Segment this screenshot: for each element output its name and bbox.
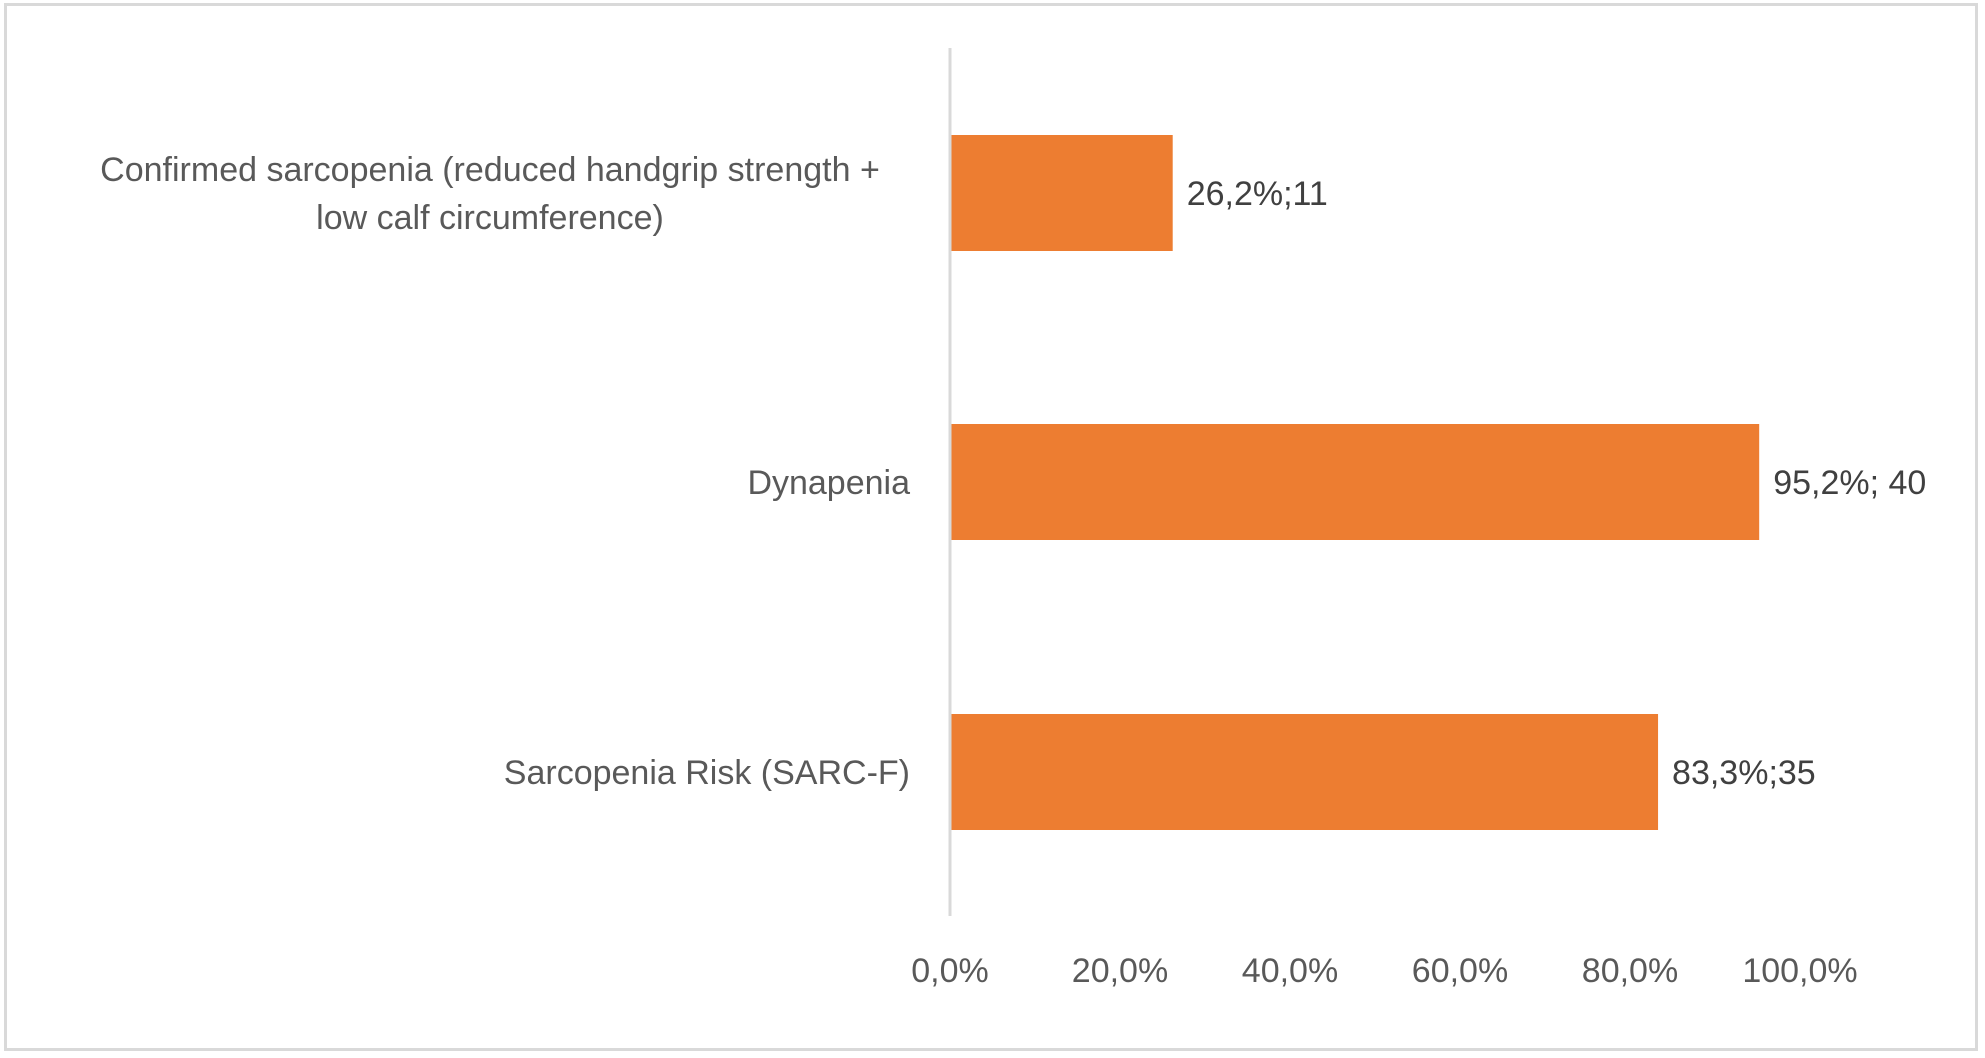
bars-layer	[951, 135, 1760, 830]
bar-0	[951, 135, 1173, 251]
x-tick-label-5: 100,0%	[1742, 952, 1857, 990]
category-label-2: Sarcopenia Risk (SARC-F)	[504, 754, 910, 792]
category-label-0-line-1: low calf circumference)	[316, 199, 664, 237]
category-label-0: Confirmed sarcopenia (reduced handgrip s…	[100, 151, 880, 237]
data-labels: 26,2%;11 95,2%; 40 83,3%;35	[1187, 175, 1927, 792]
data-label-0: 26,2%;11	[1187, 175, 1328, 213]
data-label-2: 83,3%;35	[1672, 754, 1816, 792]
data-label-1: 95,2%; 40	[1773, 464, 1926, 502]
category-label-0-line-0: Confirmed sarcopenia (reduced handgrip s…	[100, 151, 880, 189]
x-tick-label-1: 20,0%	[1072, 952, 1168, 990]
category-labels: Confirmed sarcopenia (reduced handgrip s…	[100, 151, 910, 792]
x-axis-tick-labels: 0,0% 20,0% 40,0% 60,0% 80,0% 100,0%	[911, 952, 1857, 990]
x-tick-label-3: 60,0%	[1412, 952, 1508, 990]
category-label-1-line-0: Dynapenia	[747, 464, 910, 502]
category-label-1: Dynapenia	[747, 464, 910, 502]
category-label-2-line-0: Sarcopenia Risk (SARC-F)	[504, 754, 910, 792]
x-tick-label-4: 80,0%	[1582, 952, 1678, 990]
x-tick-label-2: 40,0%	[1242, 952, 1338, 990]
bar-1	[951, 424, 1760, 540]
x-tick-label-0: 0,0%	[911, 952, 989, 990]
bar-2	[951, 714, 1659, 830]
